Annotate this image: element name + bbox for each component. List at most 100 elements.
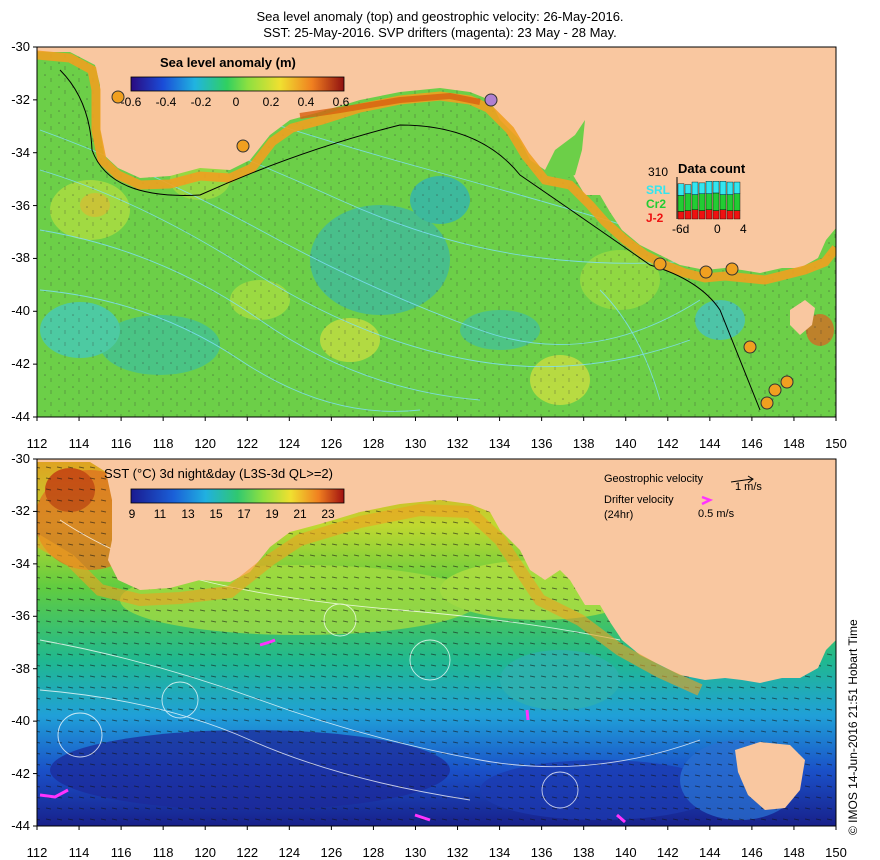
- lon-tick-top-132: 132: [446, 436, 469, 451]
- lon-tick-bottom-134: 134: [488, 845, 511, 860]
- colorbar-tick: 21: [293, 507, 307, 521]
- data-count-series-cr2: Cr2: [646, 197, 667, 211]
- australia-landmass-bottom: [37, 459, 836, 683]
- data-count-bar-segment: [691, 194, 699, 210]
- sst-sla-contours: [39, 519, 701, 809]
- data-count-series-j2: J-2: [646, 211, 664, 225]
- lon-tick-bottom-130: 130: [404, 845, 427, 860]
- tasmania-bottom: [735, 742, 805, 810]
- data-count-bar-segment: [698, 193, 706, 211]
- data-count-bar-segment: [705, 193, 713, 210]
- lon-tick-bottom-112: 112: [26, 845, 48, 860]
- lat-tick-top--44: -44: [11, 409, 30, 424]
- lat-tick-bottom--42: -42: [11, 765, 30, 781]
- coastal-warm-band: [37, 503, 703, 696]
- sst-map-frame: [36, 458, 837, 827]
- lat-tick-bottom--34: -34: [11, 555, 30, 571]
- lon-tick-top-144: 144: [698, 436, 721, 451]
- data-count-bars: [676, 177, 741, 220]
- lon-tick-top-150: 150: [825, 436, 847, 451]
- data-count-tick-end: 4: [740, 222, 747, 236]
- lon-tick-bottom-146: 146: [741, 845, 763, 860]
- data-count-title: Data count: [678, 161, 746, 176]
- sst-colorbar: [130, 488, 345, 504]
- data-count-bar-segment: [726, 210, 734, 220]
- lon-tick-bottom-118: 118: [152, 845, 174, 860]
- data-count-bar-segment: [691, 181, 699, 195]
- lon-tick-bottom-122: 122: [236, 845, 259, 860]
- data-count-bar-segment: [677, 183, 685, 196]
- lon-tick-top-142: 142: [656, 436, 679, 451]
- lat-tick-top--38: -38: [11, 250, 30, 266]
- title-line-2: SST: 25-May-2016. SVP drifters (magenta)…: [263, 25, 617, 40]
- data-count-bar-segment: [733, 210, 741, 220]
- lat-tick-bottom--30: -30: [11, 451, 30, 466]
- data-count-tick-start: -6d: [672, 222, 690, 236]
- data-count-bar-segment: [719, 209, 727, 220]
- lon-tick-top-130: 130: [404, 436, 427, 451]
- data-count-widget: Data count 310 SRL Cr2 J-2 -6d 0 4: [646, 160, 756, 240]
- data-count-bar-segment: [726, 181, 734, 195]
- lon-tick-top-148: 148: [783, 436, 805, 451]
- lon-tick-top-136: 136: [530, 436, 553, 451]
- lon-tick-bottom-128: 128: [362, 845, 385, 860]
- colorbar-tick: 11: [153, 507, 167, 521]
- lat-tick-top--42: -42: [11, 356, 30, 372]
- lon-tick-top-124: 124: [278, 436, 301, 451]
- data-count-bar-segment: [712, 180, 720, 194]
- colorbar-tick: 17: [237, 507, 251, 521]
- data-count-bar-segment: [712, 210, 720, 220]
- data-count-bar-segment: [698, 182, 706, 195]
- lon-tick-bottom-132: 132: [446, 845, 469, 860]
- data-count-bar-segment: [719, 180, 727, 195]
- lon-tick-bottom-144: 144: [698, 845, 721, 860]
- lat-tick-bottom--38: -38: [11, 660, 30, 676]
- data-count-bar-segment: [684, 193, 692, 211]
- lon-tick-bottom-148: 148: [783, 845, 805, 860]
- lon-tick-top-114: 114: [68, 436, 90, 451]
- data-count-bar-segment: [726, 194, 734, 211]
- data-count-bar-segment: [677, 195, 685, 212]
- drifter-velocity-sub: (24hr): [604, 509, 634, 521]
- australia-landmass-top: [37, 47, 836, 273]
- data-count-bar-segment: [691, 209, 699, 220]
- lon-tick-bottom-142: 142: [656, 845, 679, 860]
- lon-tick-bottom-150: 150: [825, 845, 847, 860]
- lat-tick-bottom--36: -36: [11, 608, 30, 624]
- lon-tick-bottom-116: 116: [110, 845, 132, 860]
- tasmania-top: [790, 300, 815, 335]
- lat-tick-bottom--32: -32: [11, 503, 30, 519]
- sla-colorbar-title: Sea level anomaly (m): [160, 55, 296, 70]
- geo-velocity-scale: 1 m/s: [735, 481, 762, 493]
- data-count-bar-segment: [733, 181, 741, 195]
- lon-tick-bottom-136: 136: [530, 845, 553, 860]
- drifter-velocity-label: Drifter velocity: [604, 494, 674, 506]
- geo-velocity-label: Geostrophic velocity: [604, 473, 704, 485]
- data-count-max: 310: [648, 165, 669, 179]
- colorbar-tick: 19: [265, 507, 279, 521]
- data-count-bar-segment: [705, 180, 713, 195]
- data-count-bar-segment: [684, 184, 692, 195]
- sst-colorbar-ticks: 9 11 13 15 17 19 21 23: [120, 507, 360, 523]
- lon-tick-top-146: 146: [741, 436, 763, 451]
- data-count-bar-segment: [712, 192, 720, 211]
- lon-tick-top-138: 138: [572, 436, 595, 451]
- lat-tick-top--32: -32: [11, 91, 30, 107]
- shelf-contour: [59, 69, 761, 411]
- lat-tick-top--34: -34: [11, 144, 30, 160]
- sst-map-panel: [37, 459, 836, 826]
- colorbar-tick: -0.4: [155, 95, 177, 109]
- lat-tick-top--40: -40: [11, 303, 30, 319]
- sla-map-panel: [37, 47, 836, 417]
- data-count-bar-segment: [733, 193, 741, 211]
- lon-tick-top-128: 128: [362, 436, 385, 451]
- colorbar-tick: 13: [181, 507, 195, 521]
- lat-tick-bottom--44: -44: [11, 818, 30, 833]
- imos-credit: © IMOS 14-Jun-2016 21:51 Hobart Time: [846, 619, 860, 835]
- colorbar-tick: 15: [209, 507, 223, 521]
- data-count-series-srl: SRL: [646, 183, 670, 197]
- sla-colorbar: [130, 76, 345, 92]
- lon-tick-bottom-138: 138: [572, 845, 595, 860]
- lon-tick-top-122: 122: [236, 436, 259, 451]
